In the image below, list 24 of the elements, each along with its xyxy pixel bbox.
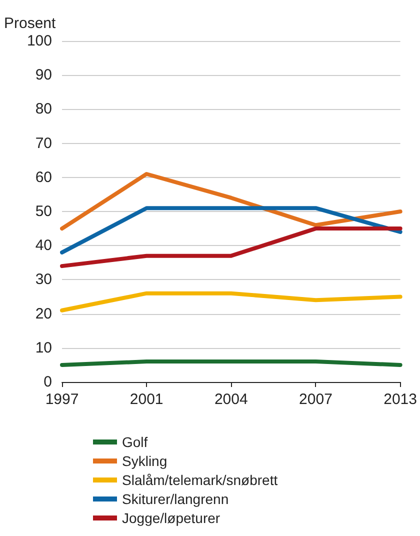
y-tick-label: 90: [35, 66, 52, 84]
y-tick-label: 0: [44, 374, 52, 390]
legend-label: Jogge/løpeturer: [122, 510, 220, 526]
x-tick-label: 2001: [130, 391, 164, 408]
line-series: [60, 172, 402, 231]
y-tick-label: 100: [26, 32, 52, 50]
legend-label: Golf: [122, 434, 148, 450]
legend-label: Skiturer/langrenn: [122, 491, 229, 507]
x-tick-label: 2013: [384, 391, 418, 408]
y-tick-label: 40: [35, 237, 52, 254]
x-tick-label: 2007: [299, 391, 332, 408]
y-tick-label: 50: [35, 203, 52, 220]
line-series: [60, 291, 402, 312]
y-tick-label: 70: [35, 134, 52, 152]
y-tick-label: 30: [35, 271, 52, 288]
y-tick-label: 80: [35, 100, 52, 118]
legend-label: Slalåm/telemark/snøbrett: [122, 472, 278, 488]
y-tick-label: 10: [35, 339, 52, 356]
y-tick-label: 20: [35, 305, 52, 322]
y-axis-title: Prosent: [4, 15, 57, 32]
y-tick-label: 60: [35, 168, 52, 186]
x-tick-label: 1997: [45, 391, 79, 408]
x-tick-label: 2004: [214, 391, 248, 408]
legend-label: Sykling: [122, 453, 168, 469]
